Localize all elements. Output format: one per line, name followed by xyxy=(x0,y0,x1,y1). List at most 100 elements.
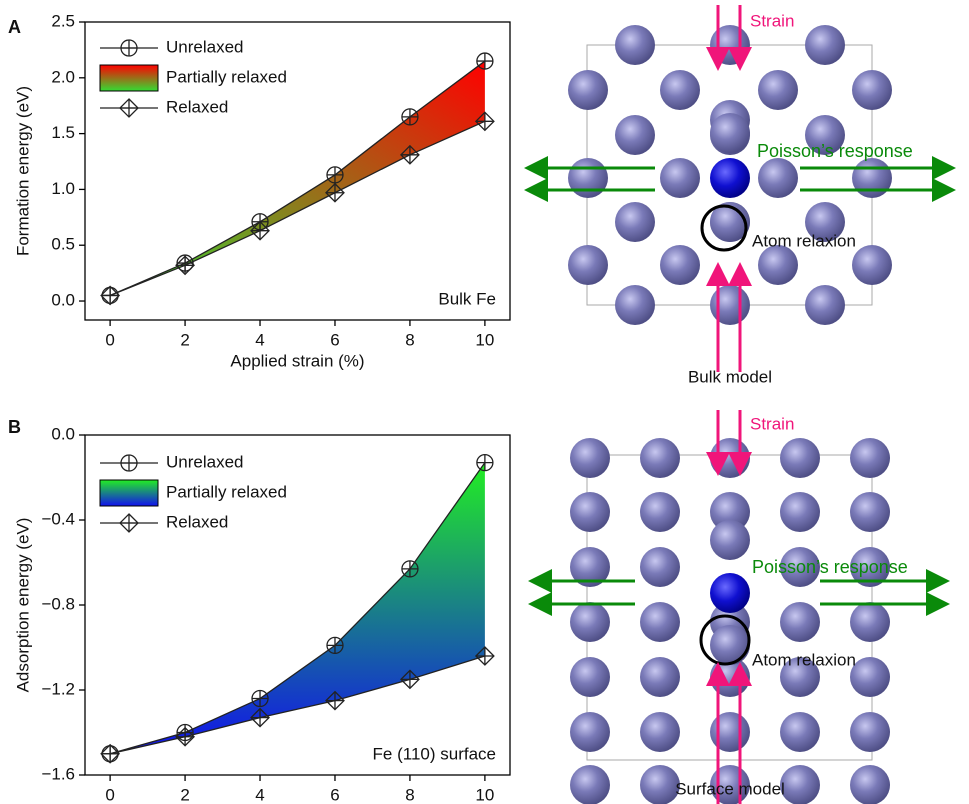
marker xyxy=(120,99,138,117)
atom xyxy=(615,115,655,155)
atom xyxy=(570,602,610,642)
y-tick-label: 0.0 xyxy=(51,291,75,310)
atom xyxy=(660,158,700,198)
y-tick-label: 1.0 xyxy=(51,179,75,198)
marker-cross xyxy=(121,100,137,116)
y-axis-label: Formation energy (eV) xyxy=(13,86,32,256)
x-tick-label: 2 xyxy=(180,785,189,804)
atom xyxy=(852,158,892,198)
y-tick-label: 0.5 xyxy=(51,235,75,254)
marker xyxy=(252,691,268,707)
marker xyxy=(121,40,137,56)
fill-area xyxy=(110,463,485,754)
x-tick-label: 0 xyxy=(105,330,114,349)
model-caption: Surface model xyxy=(675,779,785,798)
atom xyxy=(640,547,680,587)
marker xyxy=(327,637,343,653)
atom xyxy=(640,602,680,642)
annotation: Fe (110) surface xyxy=(373,744,496,763)
atom xyxy=(850,712,890,752)
legend-label: Unrelaxed xyxy=(166,37,244,56)
atom xyxy=(780,712,820,752)
y-tick-label: 2.0 xyxy=(51,67,75,86)
y-tick-label: 2.5 xyxy=(51,11,75,30)
atom xyxy=(850,765,890,804)
marker xyxy=(477,455,493,471)
atom xyxy=(710,113,750,153)
atom xyxy=(640,492,680,532)
atom xyxy=(640,438,680,478)
marker-cross xyxy=(121,515,137,531)
y-tick-label: −0.8 xyxy=(41,594,75,613)
legend-label: Partially relaxed xyxy=(166,67,287,86)
atom xyxy=(710,712,750,752)
atom xyxy=(780,438,820,478)
atom xyxy=(660,245,700,285)
figure: A B Strain Poisson’s response Atom relax… xyxy=(0,0,969,804)
atom xyxy=(852,245,892,285)
x-tick-label: 4 xyxy=(255,330,264,349)
atom xyxy=(570,438,610,478)
atom xyxy=(570,712,610,752)
x-tick-label: 6 xyxy=(330,330,339,349)
legend-label: Unrelaxed xyxy=(166,452,244,471)
x-tick-label: 4 xyxy=(255,785,264,804)
relaxion-label: Atom relaxion xyxy=(752,650,856,669)
models xyxy=(530,5,950,804)
atom xyxy=(805,25,845,65)
atom xyxy=(640,765,680,804)
x-tick-label: 2 xyxy=(180,330,189,349)
y-tick-label: −1.2 xyxy=(41,679,75,698)
atom xyxy=(640,657,680,697)
atom xyxy=(570,657,610,697)
atom xyxy=(615,25,655,65)
strain-label: Strain xyxy=(750,11,794,30)
atom xyxy=(780,602,820,642)
atom xyxy=(710,625,750,665)
atom xyxy=(710,285,750,325)
legend-swatch xyxy=(100,480,158,506)
fill-area xyxy=(110,61,485,295)
atom xyxy=(758,245,798,285)
relaxion-label: Atom relaxion xyxy=(752,231,856,250)
atom xyxy=(568,70,608,110)
atom xyxy=(615,285,655,325)
marker xyxy=(101,745,119,763)
atom xyxy=(850,492,890,532)
atom xyxy=(780,492,820,532)
marker xyxy=(327,167,343,183)
atom xyxy=(660,70,700,110)
atom xyxy=(710,25,750,65)
marker xyxy=(101,286,119,304)
legend-label: Relaxed xyxy=(166,512,228,531)
atom xyxy=(710,573,750,613)
atom xyxy=(850,602,890,642)
y-tick-label: 0.0 xyxy=(51,424,75,443)
y-tick-label: −1.6 xyxy=(41,764,75,783)
marker xyxy=(120,514,138,532)
atom xyxy=(850,657,890,697)
panel-label: A xyxy=(8,17,21,37)
marker xyxy=(477,53,493,69)
marker xyxy=(402,109,418,125)
panel-label: B xyxy=(8,417,21,437)
atom xyxy=(805,285,845,325)
poisson-label: Poisson’s response xyxy=(757,141,913,161)
atom xyxy=(710,158,750,198)
x-tick-label: 10 xyxy=(475,785,494,804)
model-caption: Bulk model xyxy=(688,367,772,386)
x-tick-label: 10 xyxy=(475,330,494,349)
x-axis-label: Applied strain (%) xyxy=(230,351,364,370)
y-tick-label: 1.5 xyxy=(51,123,75,142)
x-tick-label: 8 xyxy=(405,785,414,804)
atom xyxy=(852,70,892,110)
legend-label: Relaxed xyxy=(166,97,228,116)
legend-swatch xyxy=(100,65,158,91)
atom xyxy=(570,765,610,804)
atom xyxy=(640,712,680,752)
y-tick-label: −0.4 xyxy=(41,509,75,528)
atom xyxy=(615,202,655,242)
atom xyxy=(710,438,750,478)
atom xyxy=(710,520,750,560)
series-line xyxy=(110,61,485,295)
